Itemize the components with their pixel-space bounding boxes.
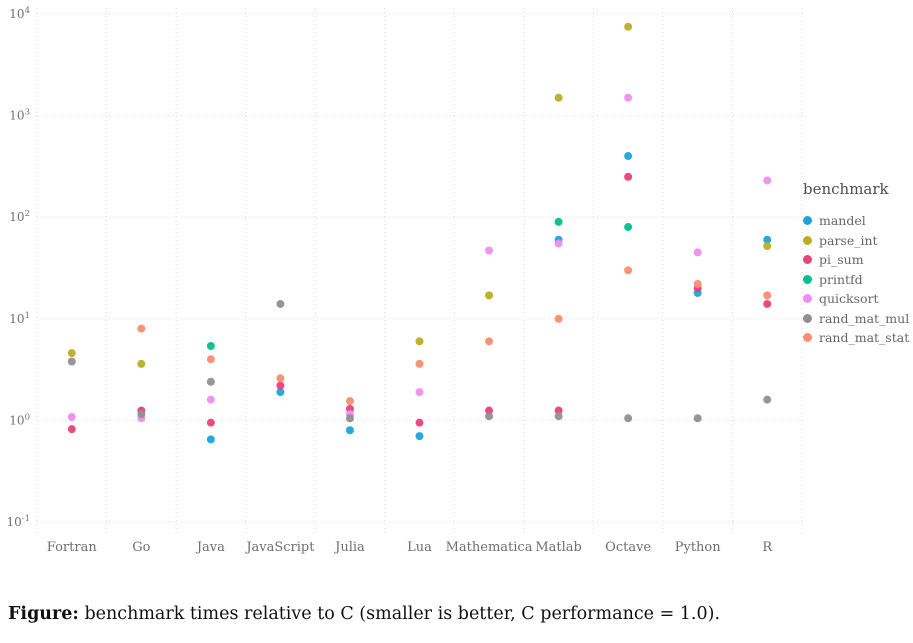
point-rand_mat_mul-matlab bbox=[554, 412, 563, 421]
x-tick-label-java: Java bbox=[195, 540, 225, 555]
point-mandel-lua bbox=[415, 432, 424, 441]
point-mandel-julia bbox=[345, 426, 354, 435]
legend-item-printfd: printfd bbox=[803, 270, 913, 290]
y-tick-label: 10-1 bbox=[6, 514, 30, 529]
y-tick-label: 103 bbox=[9, 108, 30, 123]
legend-swatch-printfd bbox=[803, 274, 812, 284]
point-rand_mat_stat-r bbox=[763, 291, 772, 300]
point-rand_mat_stat-lua bbox=[415, 359, 424, 368]
x-tick-label-fortran: Fortran bbox=[47, 540, 98, 555]
legend-item-quicksort: quicksort bbox=[803, 289, 913, 309]
point-parse_int-go bbox=[137, 359, 146, 368]
point-pi_sum-matlab bbox=[554, 406, 563, 415]
point-parse_int-mathematica bbox=[485, 291, 494, 300]
point-quicksort-matlab bbox=[554, 239, 563, 248]
point-rand_mat_mul-python bbox=[693, 414, 702, 423]
legend-swatch-parse_int bbox=[803, 235, 812, 245]
x-tick-label-mathematica: Mathematica bbox=[446, 540, 533, 555]
x-tick-label-julia: Julia bbox=[333, 540, 365, 555]
figure-caption-text: benchmark times relative to C (smaller i… bbox=[84, 604, 721, 624]
point-pi_sum-java bbox=[206, 418, 215, 427]
legend-swatch-rand_mat_mul bbox=[803, 313, 812, 323]
legend-label-rand_mat_mul: rand_mat_mul bbox=[819, 310, 910, 326]
x-tick-label-lua: Lua bbox=[407, 540, 432, 555]
point-rand_mat_mul-mathematica bbox=[485, 412, 494, 421]
x-tick-label-octave: Octave bbox=[605, 540, 651, 555]
point-rand_mat_stat-octave bbox=[624, 266, 633, 275]
point-printfd-octave bbox=[624, 223, 633, 232]
point-pi_sum-r bbox=[763, 299, 772, 308]
legend-swatch-quicksort bbox=[803, 294, 812, 304]
legend-item-rand_mat_stat: rand_mat_stat bbox=[803, 328, 913, 348]
point-rand_mat_stat-matlab bbox=[554, 314, 563, 323]
point-pi_sum-octave bbox=[624, 172, 633, 181]
y-tick-label: 100 bbox=[9, 412, 30, 427]
figure-caption: Figure: benchmark times relative to C (s… bbox=[8, 604, 720, 624]
point-printfd-java bbox=[206, 341, 215, 350]
legend-label-quicksort: quicksort bbox=[819, 291, 879, 307]
point-rand_mat_stat-javascript bbox=[276, 374, 285, 383]
y-tick-label: 104 bbox=[9, 6, 30, 21]
legend-item-rand_mat_mul: rand_mat_mul bbox=[803, 309, 913, 329]
point-rand_mat_mul-go bbox=[137, 410, 146, 419]
legend-swatch-mandel bbox=[803, 216, 812, 226]
point-rand_mat_mul-julia bbox=[345, 414, 354, 423]
legend-title: benchmark bbox=[803, 180, 889, 198]
legend-swatch-rand_mat_stat bbox=[803, 333, 812, 343]
point-rand_mat_stat-python bbox=[693, 280, 702, 289]
point-pi_sum-javascript bbox=[276, 381, 285, 390]
legend-label-mandel: mandel bbox=[819, 213, 866, 229]
point-mandel-r bbox=[763, 235, 772, 244]
x-tick-label-r: R bbox=[762, 540, 773, 555]
point-parse_int-fortran bbox=[67, 349, 76, 358]
point-parse_int-matlab bbox=[554, 93, 563, 102]
point-rand_mat_mul-octave bbox=[624, 414, 633, 423]
point-rand_mat_stat-java bbox=[206, 355, 215, 364]
x-tick-label-go: Go bbox=[132, 540, 150, 555]
x-tick-label-python: Python bbox=[675, 540, 722, 555]
point-quicksort-java bbox=[206, 395, 215, 404]
point-rand_mat_mul-r bbox=[763, 395, 772, 404]
y-tick-label: 101 bbox=[9, 311, 30, 326]
point-quicksort-octave bbox=[624, 93, 633, 102]
legend-label-printfd: printfd bbox=[819, 271, 863, 287]
legend-label-rand_mat_stat: rand_mat_stat bbox=[819, 330, 910, 346]
point-rand_mat_stat-go bbox=[137, 324, 146, 333]
point-rand_mat_stat-mathematica bbox=[485, 337, 494, 346]
point-mandel-octave bbox=[624, 152, 633, 161]
point-rand_mat_mul-fortran bbox=[67, 357, 76, 366]
x-tick-label-javascript: JavaScript bbox=[244, 540, 315, 555]
figure-caption-label: Figure: bbox=[8, 604, 79, 624]
point-rand_mat_mul-java bbox=[206, 377, 215, 386]
point-quicksort-lua bbox=[415, 388, 424, 397]
point-pi_sum-fortran bbox=[67, 425, 76, 434]
point-quicksort-fortran bbox=[67, 413, 76, 422]
point-mandel-javascript bbox=[276, 388, 285, 397]
legend-item-mandel: mandel bbox=[803, 211, 913, 231]
legend-label-parse_int: parse_int bbox=[819, 232, 878, 248]
x-tick-label-matlab: Matlab bbox=[535, 540, 582, 555]
point-pi_sum-mathematica bbox=[485, 406, 494, 415]
legend-item-pi_sum: pi_sum bbox=[803, 250, 913, 270]
point-parse_int-r bbox=[763, 242, 772, 251]
point-rand_mat_stat-julia bbox=[345, 397, 354, 406]
benchmark-scatter-plot: 104 103 102 101 100 10-1 Fortran Go Java JavaScri… bbox=[6, 6, 803, 555]
point-quicksort-python bbox=[693, 248, 702, 257]
legend-item-parse_int: parse_int bbox=[803, 231, 913, 251]
point-quicksort-r bbox=[763, 176, 772, 185]
point-quicksort-mathematica bbox=[485, 246, 494, 255]
point-rand_mat_mul-javascript bbox=[276, 299, 285, 308]
point-mandel-java bbox=[206, 435, 215, 444]
point-parse_int-lua bbox=[415, 337, 424, 346]
point-printfd-matlab bbox=[554, 217, 563, 226]
point-pi_sum-lua bbox=[415, 418, 424, 427]
point-parse_int-octave bbox=[624, 22, 633, 31]
y-tick-label: 102 bbox=[9, 209, 30, 224]
legend-label-pi_sum: pi_sum bbox=[819, 252, 864, 268]
legend-swatch-pi_sum bbox=[803, 255, 812, 265]
